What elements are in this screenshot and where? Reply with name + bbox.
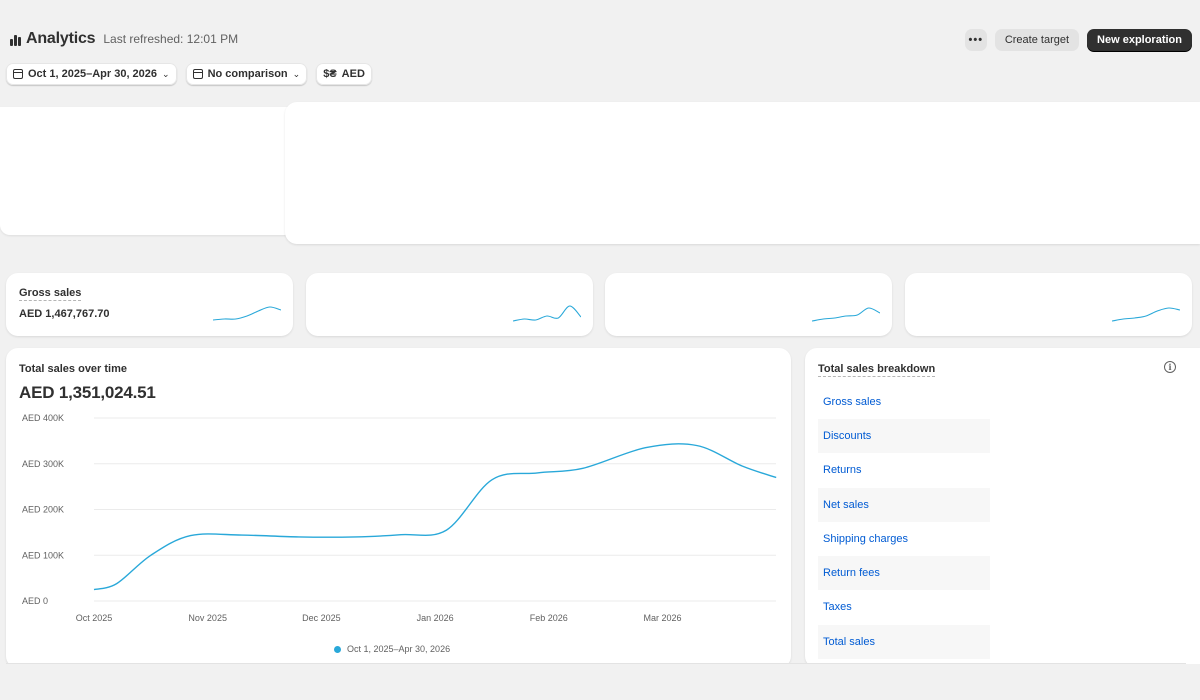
top-bar: Analytics Last refreshed: 12:01 PM ••• C… — [0, 0, 1200, 100]
sparkline-path — [1112, 307, 1180, 322]
calendar-icon — [13, 69, 23, 79]
sparkline-path — [812, 307, 880, 322]
currency-exchange-icon: $₴ — [323, 68, 337, 80]
sparkline-path — [213, 306, 281, 321]
y-tick-label: AED 0 — [22, 596, 48, 606]
comparison-picker[interactable]: No comparison ⌄ — [185, 63, 308, 85]
placeholder-card-left — [0, 107, 300, 235]
legend-dot — [334, 645, 341, 653]
info-icon[interactable]: i — [1164, 361, 1176, 373]
total-sales-breakdown-card: Total sales breakdown i Gross sales Disc… — [805, 348, 1200, 668]
x-tick-label: Nov 2025 — [188, 613, 227, 623]
create-target-button[interactable]: Create target — [994, 29, 1080, 51]
comparison-label: No comparison — [207, 68, 288, 80]
x-tick-label: Dec 2025 — [302, 613, 341, 623]
calendar-compare-icon — [192, 69, 203, 79]
chevron-down-icon: ⌄ — [162, 68, 170, 79]
analytics-bars-icon — [10, 33, 22, 46]
filter-bar: Oct 1, 2025–Apr 30, 2026 ⌄ No comparison… — [6, 63, 372, 85]
breakdown-item-return-fees[interactable]: Return fees — [818, 556, 990, 590]
more-actions-button[interactable]: ••• — [964, 29, 987, 51]
chart-total-value: AED 1,351,024.51 — [19, 383, 156, 402]
breakdown-item-total-sales[interactable]: Total sales — [818, 625, 990, 659]
breakdown-item-net-sales[interactable]: Net sales — [818, 488, 990, 522]
sparkline — [1112, 307, 1180, 322]
breakdown-item-taxes[interactable]: Taxes — [823, 601, 852, 613]
total-sales-line-chart[interactable]: AED 400K AED 300K AED 200K AED 100K AED 0 Oct… — [6, 348, 791, 668]
y-tick-label: AED 300K — [22, 459, 64, 469]
breakdown-item-discounts[interactable]: Discounts — [818, 419, 990, 453]
metric-card[interactable] — [306, 273, 593, 336]
placeholder-card-right — [285, 102, 1200, 244]
header-actions: ••• Create target New exploration — [964, 29, 1192, 51]
x-tick-label: Mar 2026 — [643, 613, 681, 623]
last-refreshed-text: Last refreshed: 12:01 PM — [103, 32, 239, 46]
metric-label: Gross sales — [19, 287, 82, 301]
y-tick-label: AED 400K — [22, 413, 64, 423]
date-range-label: Oct 1, 2025–Apr 30, 2026 — [28, 68, 158, 80]
legend-label: Oct 1, 2025–Apr 30, 2026 — [347, 644, 451, 654]
chart-card-title: Total sales over time — [19, 363, 128, 375]
metric-value: AED 1,467,767.70 — [19, 308, 110, 320]
y-tick-label: AED 200K — [22, 505, 64, 515]
sparkline — [812, 307, 880, 322]
chart-legend[interactable]: Oct 1, 2025–Apr 30, 2026 — [334, 644, 450, 654]
new-exploration-button[interactable]: New exploration — [1087, 29, 1192, 51]
bottom-area — [0, 664, 1200, 700]
series-line — [93, 443, 777, 591]
breakdown-item-returns[interactable]: Returns — [823, 464, 862, 476]
breakdown-title: Total sales breakdown — [818, 363, 936, 377]
chevron-down-icon: ⌄ — [292, 68, 301, 79]
breakdown-item-gross-sales[interactable]: Gross sales — [823, 396, 882, 408]
x-tick-label: Feb 2026 — [530, 613, 568, 623]
total-sales-chart-card: Total sales over time AED 1,351,024.51 A… — [6, 348, 791, 668]
metric-card[interactable] — [605, 273, 892, 336]
page-header: Analytics Last refreshed: 12:01 PM — [10, 30, 238, 48]
currency-picker[interactable]: $₴ AED — [316, 63, 372, 85]
metric-card-gross-sales[interactable]: Gross sales AED 1,467,767.70 — [6, 273, 293, 336]
breakdown-item-shipping-charges[interactable]: Shipping charges — [823, 533, 909, 545]
y-tick-label: AED 100K — [22, 550, 64, 560]
x-tick-label: Jan 2026 — [417, 613, 454, 623]
sparkline-path — [513, 305, 581, 322]
page-title: Analytics — [26, 30, 96, 47]
date-range-picker[interactable]: Oct 1, 2025–Apr 30, 2026 ⌄ — [6, 63, 177, 85]
sparkline — [213, 306, 281, 321]
currency-label: AED — [341, 68, 365, 80]
metric-card[interactable] — [905, 273, 1192, 336]
sparkline — [513, 305, 581, 322]
x-tick-label: Oct 2025 — [76, 613, 113, 623]
